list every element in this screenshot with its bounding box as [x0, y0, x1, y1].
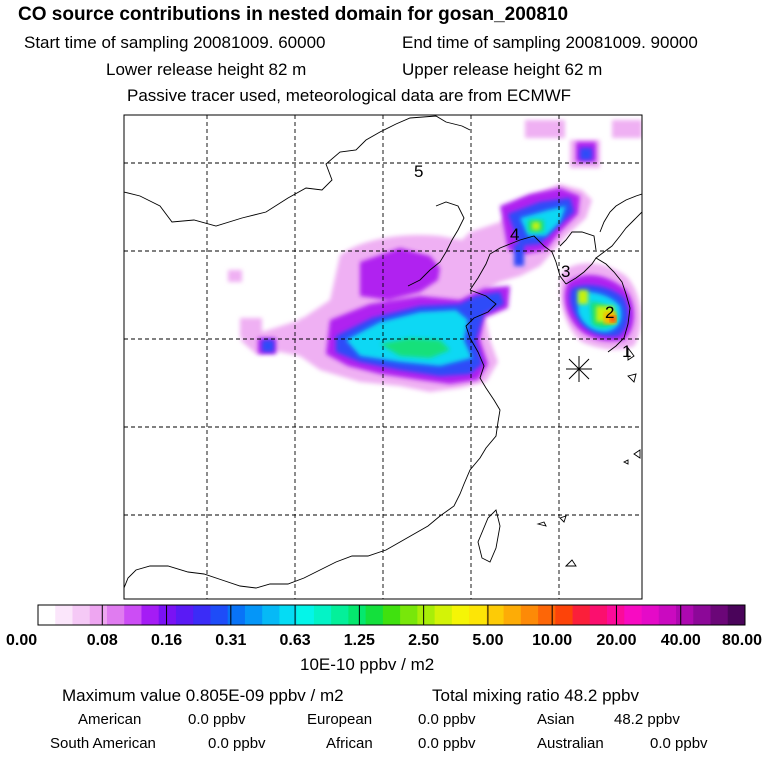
colorbar-cell: [313, 605, 332, 625]
colorbar-cell: [72, 605, 91, 625]
region-label-5: 5: [414, 162, 423, 181]
region-label-2: 2: [605, 303, 614, 322]
colorbar-cell: [658, 605, 677, 625]
region-label-3: 3: [561, 262, 570, 281]
colorbar-cell: [417, 605, 436, 625]
colorbar-cell: [193, 605, 211, 625]
region-name: European: [307, 711, 373, 728]
colorbar-cell: [262, 605, 280, 625]
region-value: 0.0 ppbv: [208, 735, 266, 752]
colorbar-cell: [210, 605, 229, 625]
map-frame: [123, 114, 643, 600]
colorbar-tick-label: 40.00: [661, 632, 701, 649]
colorbar-tick-label: 1.25: [344, 632, 375, 649]
colorbar-cell: [38, 605, 56, 625]
colorbar-cell: [469, 605, 487, 625]
colorbar-cell: [434, 605, 453, 625]
colorbar-cell: [624, 605, 642, 625]
colorbar-cell: [607, 605, 625, 625]
colorbar-cell: [89, 605, 108, 625]
region-value: 0.0 ppbv: [188, 711, 246, 728]
colorbar-cell: [227, 605, 246, 625]
colorbar-tick-label: 2.50: [408, 632, 439, 649]
max-value: Maximum value 0.805E-09 ppbv / m2: [62, 686, 344, 705]
colorbar-cell: [710, 605, 729, 625]
colorbar-cell: [244, 605, 263, 625]
colorbar-cell: [348, 605, 367, 625]
region-value: 0.0 ppbv: [418, 735, 476, 752]
colorbar-tick-label: 0.00: [6, 632, 37, 649]
colorbar-cell: [331, 605, 349, 625]
colorbar-cell: [641, 605, 660, 625]
colorbar-tick-label: 10.00: [532, 632, 572, 649]
colorbar-cell: [693, 605, 711, 625]
total-mixing-ratio: Total mixing ratio 48.2 ppbv: [432, 686, 639, 705]
colorbar-cell: [572, 605, 591, 625]
colorbar-cell: [727, 605, 746, 625]
colorbar-cell: [55, 605, 73, 625]
colorbar-cell: [365, 605, 384, 625]
colorbar-tick-label: 0.16: [151, 632, 182, 649]
region-label-1: 1: [622, 342, 631, 361]
colorbar-tick-label: 0.08: [87, 632, 118, 649]
colorbar-cell: [106, 605, 125, 625]
colorbar-cell: [538, 605, 556, 625]
colorbar-cell: [141, 605, 160, 625]
tracer-note: Passive tracer used, meteorological data…: [127, 86, 572, 105]
concentration-plume: [124, 115, 642, 599]
colorbar-tick-label: 80.00: [722, 632, 762, 649]
colorbar-cell: [676, 605, 694, 625]
colorbar-cell: [589, 605, 608, 625]
region-value: 0.0 ppbv: [418, 711, 476, 728]
region-value: 48.2 ppbv: [614, 711, 680, 728]
lower-release-height: Lower release height 82 m: [106, 60, 307, 79]
colorbar-cell: [382, 605, 401, 625]
colorbar-cell: [486, 605, 504, 625]
region-name: American: [78, 711, 142, 728]
asterisk-icon: [566, 356, 592, 382]
colorbar-cell: [158, 605, 177, 625]
colorbar-cell: [400, 605, 418, 625]
colorbar-cell: [124, 605, 142, 625]
colorbar-tick-label: 0.63: [280, 632, 311, 649]
colorbar-cell: [503, 605, 522, 625]
colorbar-tick-label: 20.00: [596, 632, 636, 649]
end-time: End time of sampling 20081009. 90000: [402, 33, 698, 52]
page-title: CO source contributions in nested domain…: [18, 4, 569, 25]
colorbar-cell: [451, 605, 470, 625]
map-gridlines: [124, 115, 642, 599]
colorbar-cell: [520, 605, 539, 625]
region-name: African: [326, 735, 373, 752]
region-name: South American: [50, 735, 156, 752]
upper-release-height: Upper release height 62 m: [402, 60, 603, 79]
region-value: 0.0 ppbv: [650, 735, 708, 752]
colorbar-tick-label: 0.31: [215, 632, 246, 649]
colorbar-tick-label: 5.00: [472, 632, 503, 649]
region-label-4: 4: [510, 225, 519, 244]
start-time: Start time of sampling 20081009. 60000: [24, 33, 326, 52]
region-name: Asian: [537, 711, 575, 728]
colorbar-cell: [296, 605, 315, 625]
region-name: Australian: [537, 735, 604, 752]
colorbar-unit: 10E-10 ppbv / m2: [300, 655, 435, 674]
colorbar-cell: [279, 605, 298, 625]
colorbar-cell: [175, 605, 194, 625]
colorbar-cell: [555, 605, 573, 625]
